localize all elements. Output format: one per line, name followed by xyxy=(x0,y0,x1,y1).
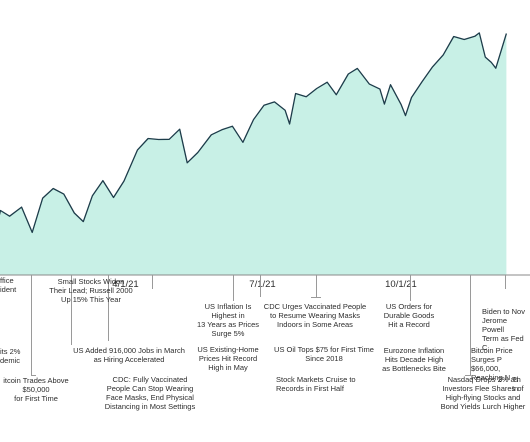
annotation-records-first-half: Stock Markets Cruise to Records in First… xyxy=(276,375,356,393)
leader-line xyxy=(505,275,506,289)
leader-line xyxy=(260,275,261,297)
annotation-oil-75: US Oil Tops $75 for First Time Since 201… xyxy=(274,345,374,363)
annotation-fragment: Th In xyxy=(512,375,521,393)
leader-line xyxy=(152,275,153,289)
leader-line xyxy=(31,275,32,375)
annotation-existing-home: US Existing-Home Prices Hit Record High … xyxy=(197,345,259,372)
annotation-nasdaq-drops: Nasdaq Drops 2% as Investors Flee Shares… xyxy=(440,375,526,411)
annotation-cdc-masks: CDC: Fully Vaccinated People Can Stop We… xyxy=(104,375,196,411)
date-label-apr: 4/1/21 xyxy=(112,279,139,290)
leader-line xyxy=(410,275,411,301)
annotation-durable-goods: US Orders for Durable Goods Hit a Record xyxy=(383,302,435,329)
leader-line xyxy=(470,275,471,375)
leader-hook xyxy=(465,375,471,376)
annotation-office: ffice ident xyxy=(0,276,17,294)
leader-hook xyxy=(311,297,321,298)
leader-line xyxy=(316,275,317,297)
annotation-pandemic: its 2% demic xyxy=(0,347,21,365)
series-line xyxy=(0,32,508,234)
leader-line xyxy=(108,275,109,341)
annotation-cdc-indoor-masks: CDC Urges Vaccinated People to Resume We… xyxy=(263,302,367,329)
annotation-biden-powell: Biden to Nov Jerome Powell Term as Fed C xyxy=(482,307,525,352)
annotation-small-stocks: Small Stocks Widen Their Lead; Russell 2… xyxy=(49,277,133,304)
annotation-jobs-march: US Added 916,000 Jobs in March as Hiring… xyxy=(73,346,185,364)
leader-line xyxy=(233,275,234,301)
leader-hook xyxy=(31,375,36,376)
date-label-jul: 7/1/21 xyxy=(249,279,276,290)
date-label-oct: 10/1/21 xyxy=(385,279,417,290)
annotation-bitcoin-50000: itcoin Trades Above $50,000 for First Ti… xyxy=(3,376,69,403)
annotation-bitcoin-66000: Bitcoin Price Surges P $66,000, Reaching… xyxy=(471,346,513,382)
annotation-inflation-13-years: US Inflation Is Highest in 13 Years as P… xyxy=(196,302,260,338)
leader-line xyxy=(71,275,72,345)
annotation-eurozone-inflation: Eurozone Inflation Hits Decade High as B… xyxy=(382,346,446,373)
area-fill xyxy=(0,32,507,275)
